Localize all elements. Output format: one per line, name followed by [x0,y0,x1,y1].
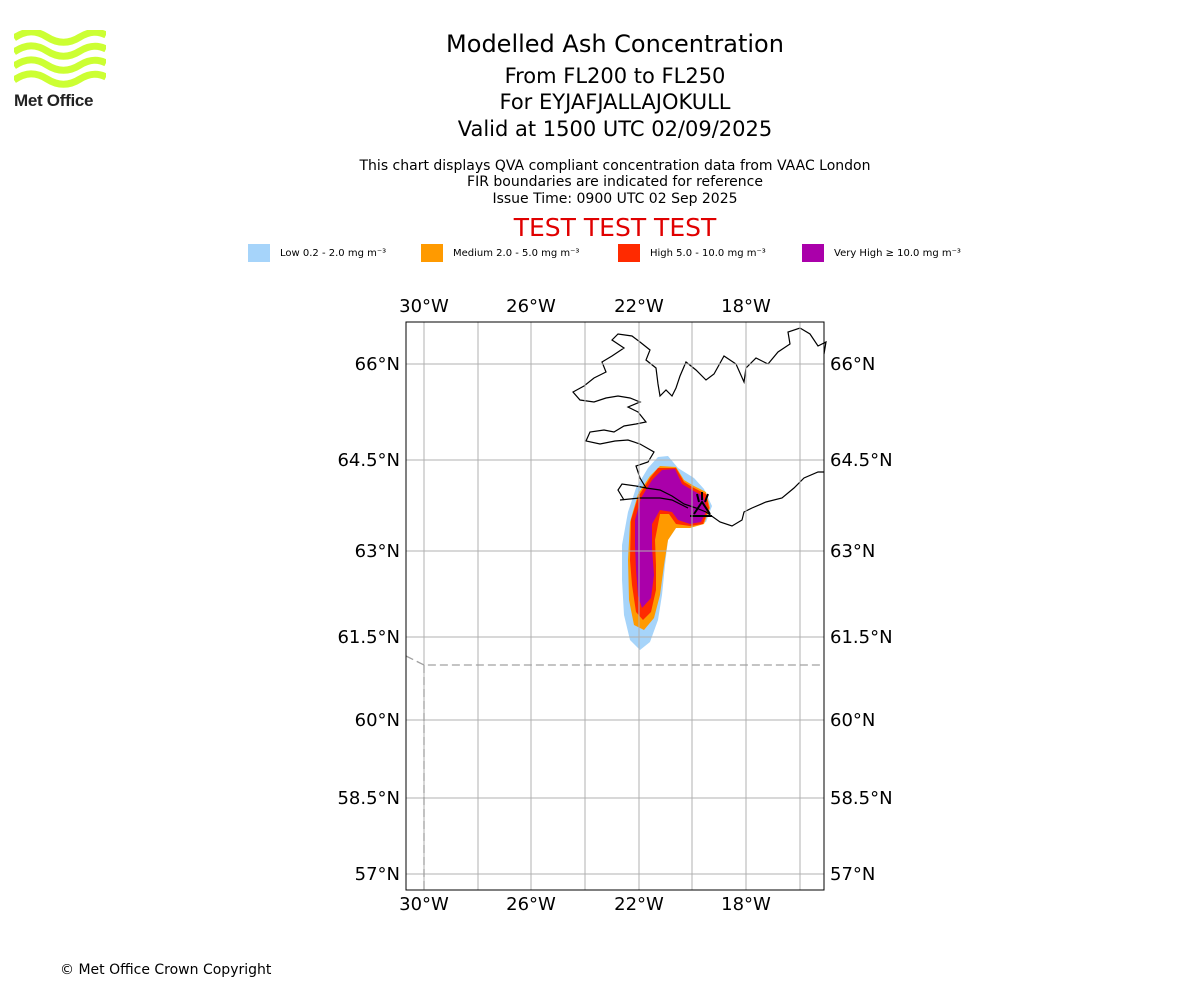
lat-label-right-61-5n: 61.5°N [830,627,893,648]
legend-label-low: Low 0.2 - 2.0 mg m⁻³ [280,247,387,259]
lat-label-right-66n: 66°N [830,354,875,375]
lon-label-bottom-22w: 22°W [614,894,664,915]
met-office-logo-text: Met Office [14,91,94,110]
legend-item-medium: Medium 2.0 - 5.0 mg m⁻³ [421,244,579,262]
lat-label-right-57n: 57°N [830,864,875,885]
iceland-coastline [572,327,827,527]
lat-label-right-60n: 60°N [830,710,875,731]
lon-label-bottom-18w: 18°W [721,894,771,915]
lon-label-top-30w: 30°W [399,296,449,317]
lat-label-left-60n: 60°N [355,710,400,731]
lat-label-left-63n: 63°N [355,541,400,562]
lat-label-left-61-5n: 61.5°N [337,627,400,648]
lat-label-right-64-5n: 64.5°N [830,450,893,471]
lat-label-left-57n: 57°N [355,864,400,885]
legend-item-low: Low 0.2 - 2.0 mg m⁻³ [248,244,386,262]
legend-swatch-very-high [802,244,824,262]
lat-label-left-64-5n: 64.5°N [337,450,400,471]
legend-item-high: High 5.0 - 10.0 mg m⁻³ [618,244,766,262]
lat-label-left-66n: 66°N [355,354,400,375]
lon-label-bottom-26w: 26°W [506,894,556,915]
map-frame [405,321,825,891]
lat-label-right-58-5n: 58.5°N [830,788,893,809]
lon-label-bottom-30w: 30°W [399,894,449,915]
legend-swatch-high [618,244,640,262]
volcano-marker-icon [690,492,712,517]
volcano-name: For EYJAFJALLAJOKULL [499,90,731,114]
flight-levels: From FL200 to FL250 [504,64,726,88]
lon-label-top-22w: 22°W [614,296,664,317]
lon-label-top-18w: 18°W [721,296,771,317]
chart-title: Modelled Ash Concentration [446,30,784,58]
ash-contour-very-high [635,469,707,608]
map-gridlines [406,322,824,890]
legend-swatch-low [248,244,270,262]
issue-time: Issue Time: 0900 UTC 02 Sep 2025 [492,191,738,207]
chart-note-qva: This chart displays QVA compliant concen… [359,158,871,174]
legend-label-medium: Medium 2.0 - 5.0 mg m⁻³ [453,247,580,259]
met-office-logo-waves-icon [14,30,106,88]
valid-time: Valid at 1500 UTC 02/09/2025 [457,117,773,141]
lat-label-right-63n: 63°N [830,541,875,562]
test-banner: TEST TEST TEST [513,213,717,242]
fir-boundary [405,655,824,890]
copyright-notice: © Met Office Crown Copyright [60,962,272,978]
lon-label-top-26w: 26°W [506,296,556,317]
legend-label-high: High 5.0 - 10.0 mg m⁻³ [650,247,766,259]
chart-note-fir: FIR boundaries are indicated for referen… [467,174,763,190]
legend-label-very-high: Very High ≥ 10.0 mg m⁻³ [834,247,961,259]
lat-label-left-58-5n: 58.5°N [337,788,400,809]
legend-item-very-high: Very High ≥ 10.0 mg m⁻³ [802,244,961,262]
legend-swatch-medium [421,244,443,262]
